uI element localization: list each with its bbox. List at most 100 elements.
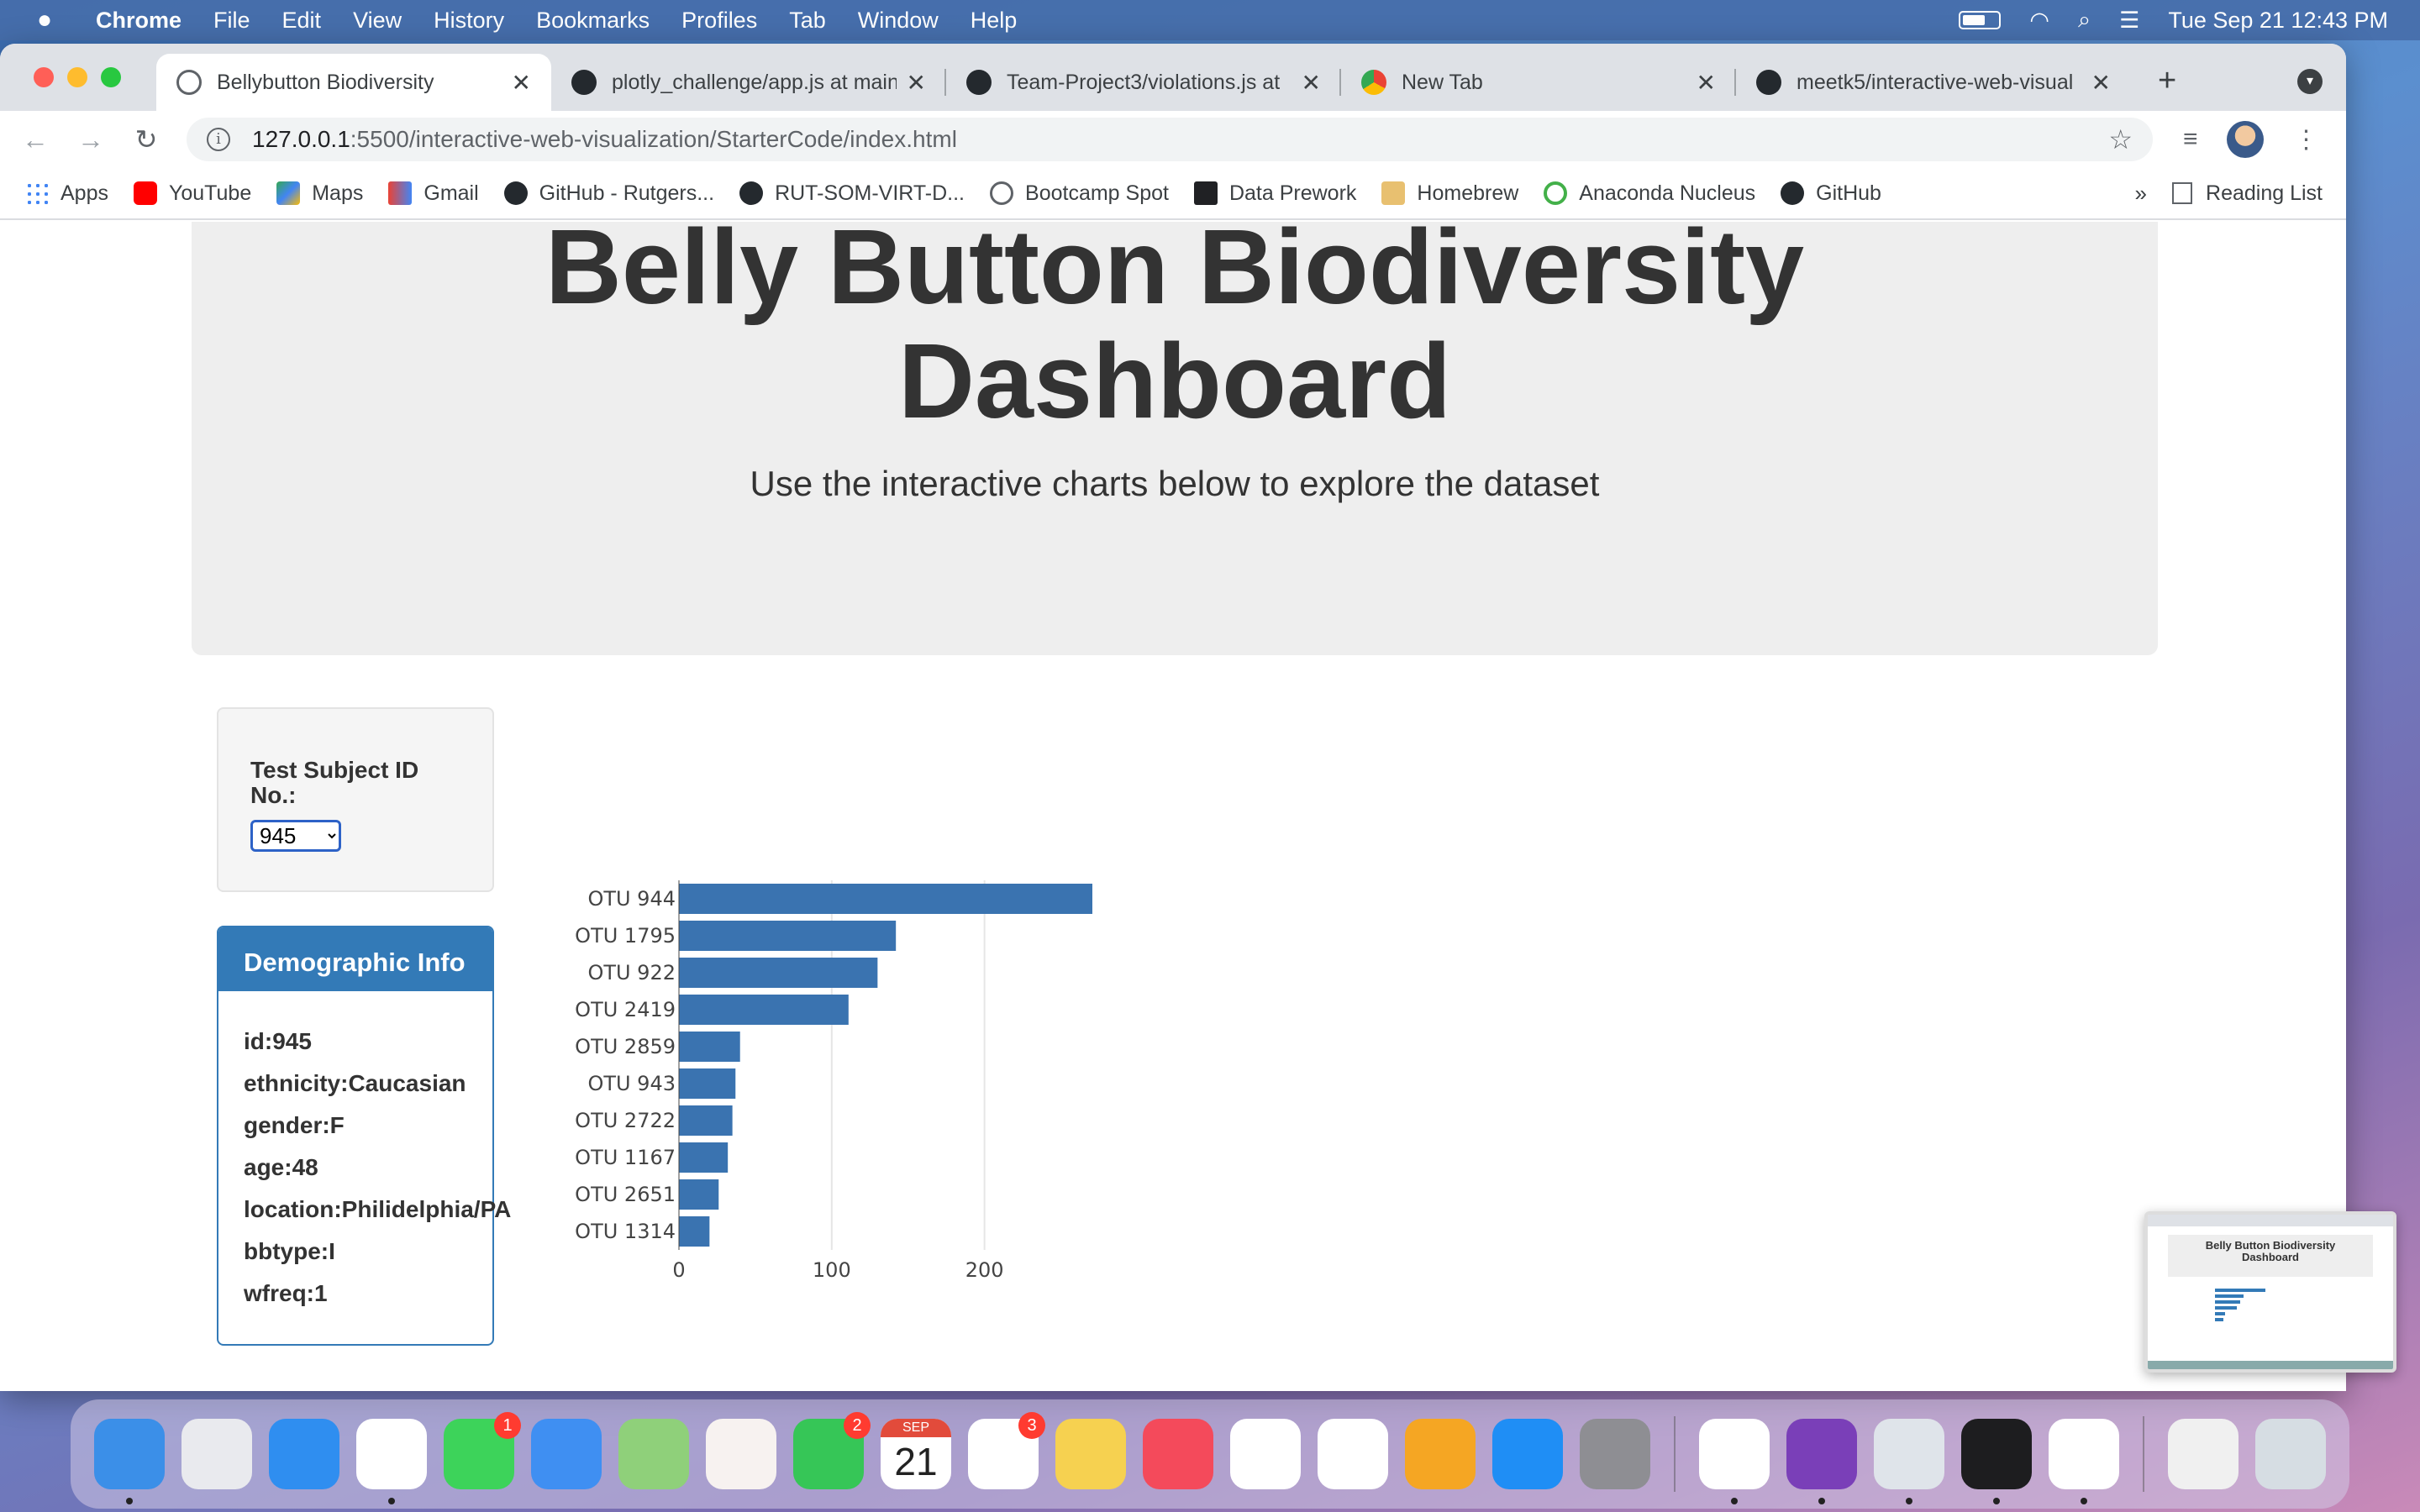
bookmark-anaconda[interactable]: Anaconda Nucleus <box>1544 181 1755 206</box>
bar[interactable] <box>679 1105 733 1136</box>
apple-icon[interactable]: ● <box>37 6 53 34</box>
close-tab-icon[interactable]: ✕ <box>1301 69 1321 96</box>
bookmark-maps[interactable]: Maps <box>276 181 363 206</box>
bar[interactable] <box>679 1032 740 1062</box>
spotlight-search-icon[interactable]: ⌕ <box>2077 7 2091 32</box>
menu-bookmarks[interactable]: Bookmarks <box>536 7 650 33</box>
slack-icon[interactable] <box>2049 1419 2119 1504</box>
bookmark-star-icon[interactable]: ☆ <box>2108 124 2133 155</box>
tab-bellybutton[interactable]: Bellybutton Biodiversity ✕ <box>156 54 551 111</box>
top-otu-bar-chart[interactable]: 0 100 200 OTU 944 OTU 1795 OTU 922 OTU 2419 OTU… <box>555 852 1092 1322</box>
x-tick-label: 0 <box>672 1258 685 1282</box>
trash-icon[interactable] <box>2255 1419 2326 1489</box>
menu-app-name[interactable]: Chrome <box>96 7 182 33</box>
launchpad-icon[interactable] <box>182 1419 252 1489</box>
numbers-icon[interactable] <box>1318 1419 1388 1489</box>
more-bookmarks-icon[interactable]: » <box>2134 180 2148 206</box>
media-controls-icon[interactable]: ≡ <box>2183 125 2198 153</box>
close-window-icon[interactable] <box>34 67 54 87</box>
bookmark-data-prework[interactable]: Data Prework <box>1193 181 1356 206</box>
news-icon[interactable] <box>1143 1419 1213 1489</box>
calendar-icon[interactable]: SEP 21 <box>881 1419 951 1489</box>
csv-file-icon[interactable] <box>2168 1419 2238 1489</box>
tab-team-project[interactable]: Team-Project3/violations.js at ✕ <box>946 54 1341 111</box>
close-tab-icon[interactable]: ✕ <box>1696 69 1716 96</box>
tab-meetk5[interactable]: meetk5/interactive-web-visual ✕ <box>1736 54 2131 111</box>
pages-icon[interactable] <box>1405 1419 1476 1489</box>
bar[interactable] <box>679 1216 710 1247</box>
new-tab-icon[interactable]: + <box>2158 63 2177 98</box>
tab-strip: Bellybutton Biodiversity ✕ plotly_challe… <box>0 44 2346 111</box>
battery-icon[interactable] <box>1959 11 2002 29</box>
close-tab-icon[interactable]: ✕ <box>2091 69 2111 96</box>
bar[interactable] <box>679 1068 736 1099</box>
bookmark-rut-som[interactable]: RUT-SOM-VIRT-D... <box>739 181 965 206</box>
bookmark-gmail[interactable]: Gmail <box>388 181 479 206</box>
bookmarks-bar: Apps YouTube Maps Gmail GitHub - Rutgers… <box>0 168 2346 220</box>
bar[interactable] <box>679 1179 719 1210</box>
reload-icon[interactable]: ↻ <box>134 124 158 155</box>
menu-help[interactable]: Help <box>970 7 1018 33</box>
photos-icon[interactable] <box>706 1419 776 1489</box>
bookmark-apps[interactable]: Apps <box>25 181 108 206</box>
notes-icon[interactable] <box>1055 1419 1126 1489</box>
metadata-wfreq: wfreq:1 <box>244 1280 328 1306</box>
menu-profiles[interactable]: Profiles <box>681 7 758 33</box>
bar[interactable] <box>679 921 897 951</box>
reading-list-button[interactable]: Reading List <box>2172 181 2323 206</box>
tab-new-tab[interactable]: New Tab ✕ <box>1341 54 1736 111</box>
vscode-icon[interactable] <box>1699 1419 1770 1504</box>
menu-tab[interactable]: Tab <box>789 7 826 33</box>
maps-icon[interactable] <box>618 1419 689 1489</box>
postgres-icon[interactable] <box>1874 1419 1944 1504</box>
calendar-month: SEP <box>881 1419 951 1437</box>
bookmark-github-rutgers[interactable]: GitHub - Rutgers... <box>503 181 714 206</box>
reminders-icon[interactable]: 3 <box>968 1412 1045 1489</box>
site-info-icon[interactable]: i <box>207 128 230 151</box>
safari-icon[interactable] <box>269 1419 339 1489</box>
bookmark-github[interactable]: GitHub <box>1781 181 1881 206</box>
finder-icon[interactable] <box>94 1419 165 1504</box>
back-icon[interactable]: ← <box>22 123 49 155</box>
screenshot-preview-thumbnail[interactable]: Belly Button Biodiversity Dashboard <box>2144 1211 2396 1373</box>
bookmark-bootcamp-spot[interactable]: Bootcamp Spot <box>990 181 1169 206</box>
menu-edit[interactable]: Edit <box>281 7 322 33</box>
app-store-icon[interactable] <box>1492 1419 1563 1489</box>
chrome-icon[interactable] <box>356 1419 427 1504</box>
bookmark-homebrew[interactable]: Homebrew <box>1381 181 1518 206</box>
wifi-icon[interactable]: ◠ <box>2029 7 2049 33</box>
messages-icon[interactable]: 1 <box>444 1412 521 1489</box>
bar[interactable] <box>679 995 849 1025</box>
menu-file[interactable]: File <box>213 7 250 33</box>
keynote-icon[interactable] <box>1230 1419 1301 1489</box>
terminal-icon[interactable] <box>1961 1419 2032 1504</box>
address-bar[interactable]: i 127.0.0.1:5500/interactive-web-visuali… <box>187 118 2153 161</box>
close-tab-icon[interactable]: ✕ <box>906 69 926 96</box>
page-title-line1: Belly Button Biodiversity <box>544 222 1805 326</box>
bar[interactable] <box>679 958 878 988</box>
system-preferences-icon[interactable] <box>1580 1419 1650 1489</box>
bookmark-youtube[interactable]: YouTube <box>133 181 251 206</box>
subject-id-dropdown[interactable]: 945 <box>250 820 341 852</box>
control-center-icon[interactable]: ☰ <box>2119 7 2140 33</box>
facetime-icon[interactable]: 2 <box>793 1412 871 1489</box>
profile-avatar[interactable] <box>2226 121 2264 158</box>
mail-icon[interactable] <box>531 1419 602 1489</box>
tab-search-icon[interactable]: ▾ <box>2297 69 2323 94</box>
minimize-window-icon[interactable] <box>67 67 87 87</box>
youtube-icon <box>133 181 157 205</box>
github-desktop-icon[interactable] <box>1786 1419 1857 1504</box>
menu-window[interactable]: Window <box>857 7 939 33</box>
tab-plotly-challenge[interactable]: plotly_challenge/app.js at main ✕ <box>551 54 946 111</box>
close-tab-icon[interactable]: ✕ <box>511 69 531 96</box>
bar[interactable] <box>679 884 1092 914</box>
menu-view[interactable]: View <box>353 7 402 33</box>
menu-history[interactable]: History <box>434 7 505 33</box>
forward-icon[interactable]: → <box>77 123 104 155</box>
page-title: Belly Button Biodiversity Dashboard <box>192 222 2158 438</box>
menubar-clock[interactable]: Tue Sep 21 12:43 PM <box>2168 7 2388 33</box>
bar[interactable] <box>679 1142 729 1173</box>
chrome-menu-icon[interactable]: ⋮ <box>2293 125 2319 154</box>
zoom-window-icon[interactable] <box>101 67 121 87</box>
preview-bar-chart <box>2215 1289 2393 1321</box>
